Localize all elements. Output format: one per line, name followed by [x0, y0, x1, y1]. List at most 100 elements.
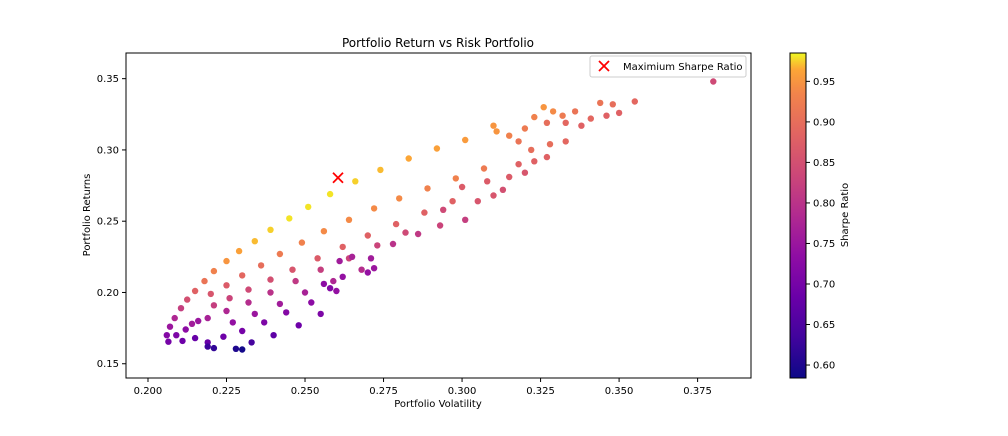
scatter-point [232, 345, 240, 352]
x-tick-label: 0.250 [291, 386, 320, 397]
scatter-point [462, 136, 469, 144]
scatter-point [364, 232, 371, 239]
scatter-point [173, 332, 180, 339]
y-axis-label: Portfolio Returns [82, 174, 93, 257]
colorbar-tick-label: 0.65 [813, 320, 835, 331]
scatter-point [336, 257, 343, 265]
y-tick-label: 0.20 [97, 288, 119, 299]
scatter-point [515, 138, 522, 145]
scatter-point [292, 277, 299, 285]
scatter-point [609, 101, 616, 108]
scatter-point [239, 272, 246, 279]
legend[interactable]: Maximium Sharpe Ratio [589, 55, 747, 78]
scatter-point [436, 222, 444, 229]
scatter-point [364, 269, 371, 276]
scatter-point [179, 337, 186, 345]
scatter-point [421, 209, 428, 216]
scatter-point [188, 320, 196, 327]
scatter-point [267, 276, 274, 283]
scatter-point [367, 255, 375, 262]
scatter-point [261, 319, 268, 326]
scatter-point [543, 119, 551, 127]
scatter-point [210, 302, 218, 309]
scatter-point [245, 299, 252, 306]
scatter-point [710, 78, 717, 85]
y-tick-label: 0.25 [97, 217, 119, 228]
scatter-point [402, 229, 409, 236]
scatter-point [440, 206, 447, 213]
scatter-point [615, 109, 623, 117]
scatter-point [226, 295, 233, 302]
scatter-point [251, 238, 258, 245]
scatter-point [184, 296, 191, 303]
x-tick-label: 0.200 [134, 386, 163, 397]
scatter-point [223, 307, 230, 315]
scatter-point [370, 205, 378, 212]
scatter-point [276, 250, 284, 258]
scatter-point [286, 215, 293, 222]
scatter-point [392, 220, 400, 228]
x-tick-label: 0.300 [448, 386, 477, 397]
x-axis-label: Portfolio Volatility [394, 399, 482, 410]
scatter-point [163, 332, 170, 339]
scatter-point [267, 226, 274, 233]
scatter-point [191, 334, 199, 342]
scatter-point [528, 146, 535, 154]
scatter-point [182, 326, 189, 333]
scatter-point [515, 161, 522, 168]
scatter-point [308, 299, 315, 306]
scatter-point [540, 104, 547, 111]
scatter-point [204, 314, 211, 322]
scatter-point [165, 338, 172, 345]
scatter-point [546, 141, 554, 148]
scatter-point [345, 216, 353, 223]
scatter-point [452, 175, 459, 182]
scatter-point [484, 178, 491, 185]
scatter-point [587, 115, 594, 122]
scatter-point [326, 190, 334, 198]
colorbar [789, 52, 807, 379]
scatter-point [506, 132, 513, 139]
y-tick-label: 0.15 [97, 359, 119, 370]
y-tick-label: 0.30 [97, 145, 119, 156]
scatter-point [330, 277, 337, 285]
scatter-point [314, 255, 321, 262]
scatter-point [458, 183, 466, 191]
scatter-point [389, 240, 397, 248]
plot-area-frame [125, 52, 752, 379]
colorbar-label: Sharpe Ratio [840, 183, 851, 247]
scatter-point [270, 332, 277, 339]
scatter-point [210, 267, 218, 275]
scatter-point [543, 153, 551, 161]
scatter-point [559, 112, 566, 119]
scatter-point [578, 122, 585, 129]
scatter-point [449, 198, 456, 205]
scatter-point [239, 346, 246, 353]
scatter-point [191, 287, 199, 295]
scatter-point [317, 310, 324, 318]
scatter-point [301, 289, 309, 296]
scatter-point [220, 333, 227, 340]
x-tick-label: 0.375 [683, 386, 712, 397]
colorbar-tick-label: 0.80 [813, 198, 835, 209]
scatter-point [480, 165, 488, 172]
scatter-point [603, 112, 610, 119]
scatter-point [521, 169, 529, 176]
scatter-point [333, 287, 340, 295]
scatter-point [223, 282, 230, 289]
scatter-point [339, 243, 346, 251]
scatter-point [320, 280, 328, 288]
scatter-point [405, 155, 412, 162]
y-tick-label: 0.35 [97, 74, 119, 85]
scatter-point [396, 195, 403, 202]
scatter-point [414, 230, 422, 238]
scatter-point [267, 289, 274, 296]
colorbar-tick-label: 0.60 [813, 361, 835, 372]
scatter-point [229, 319, 236, 326]
scatter-point [339, 273, 346, 280]
scatter-point [374, 242, 381, 249]
scatter-point [171, 314, 178, 322]
scatter-point [597, 99, 604, 107]
